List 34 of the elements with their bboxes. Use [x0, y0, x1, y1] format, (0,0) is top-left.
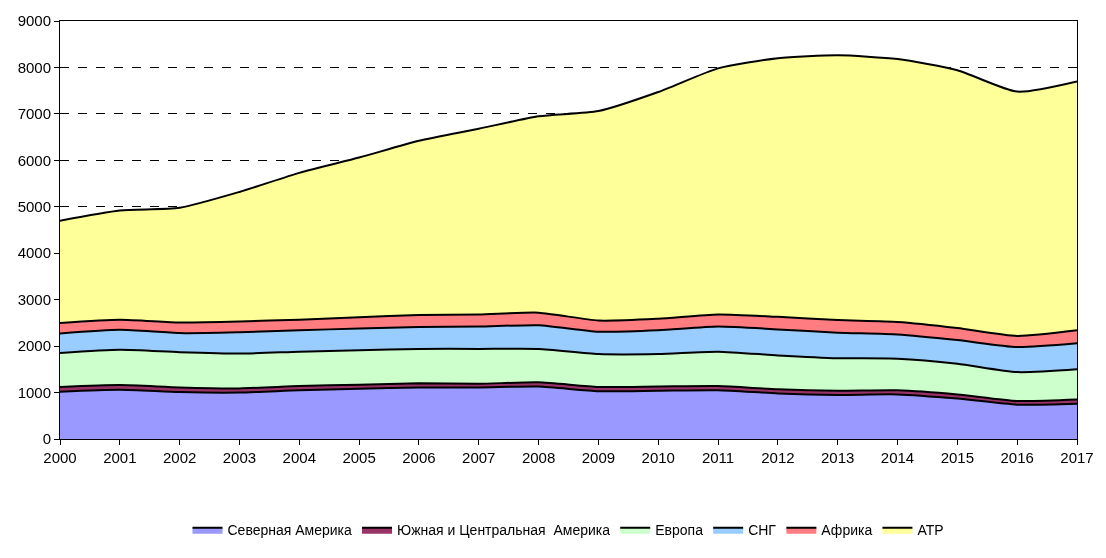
y-tick-label: 5000 — [17, 198, 51, 216]
x-tick-label: 2014 — [880, 449, 915, 466]
x-tick-label: 2012 — [761, 449, 795, 466]
x-tick-label: 2000 — [43, 449, 77, 466]
y-tick-label: 0 — [42, 430, 51, 448]
legend-label: Южная и Центральная Америка — [397, 522, 611, 539]
x-tick-label: 2011 — [701, 449, 735, 466]
y-tick-label: 3000 — [17, 290, 51, 308]
y-tick-label: 9000 — [17, 12, 51, 30]
x-tick-label: 2016 — [1000, 449, 1034, 466]
x-tick-label: 2010 — [641, 449, 675, 466]
legend-label: Африка — [821, 522, 873, 539]
x-tick-label: 2003 — [222, 449, 257, 466]
y-tick-label: 6000 — [17, 151, 51, 169]
y-tick-label: 2000 — [17, 337, 51, 355]
y-tick-label: 8000 — [17, 58, 51, 76]
x-tick-label: 2006 — [402, 449, 436, 466]
y-tick-label: 4000 — [17, 244, 51, 262]
x-tick-label: 2007 — [462, 449, 496, 466]
x-tick-label: 2009 — [581, 449, 616, 466]
legend-label: Северная Америка — [227, 522, 353, 539]
legend-label: Европа — [655, 522, 704, 539]
x-tick-label: 2005 — [342, 449, 376, 466]
x-tick-label: 2008 — [521, 449, 556, 466]
y-tick-label: 1000 — [17, 383, 51, 401]
legend-label: АТР — [917, 522, 944, 539]
x-tick-label: 2013 — [821, 449, 855, 466]
x-tick-label: 2015 — [940, 449, 975, 466]
legend-label: СНГ — [748, 522, 777, 539]
x-tick-label: 2002 — [162, 449, 197, 466]
x-tick-label: 2004 — [282, 449, 316, 466]
x-tick-label: 2017 — [1060, 449, 1094, 466]
y-tick-label: 7000 — [17, 105, 51, 123]
x-tick-label: 2001 — [103, 449, 137, 466]
